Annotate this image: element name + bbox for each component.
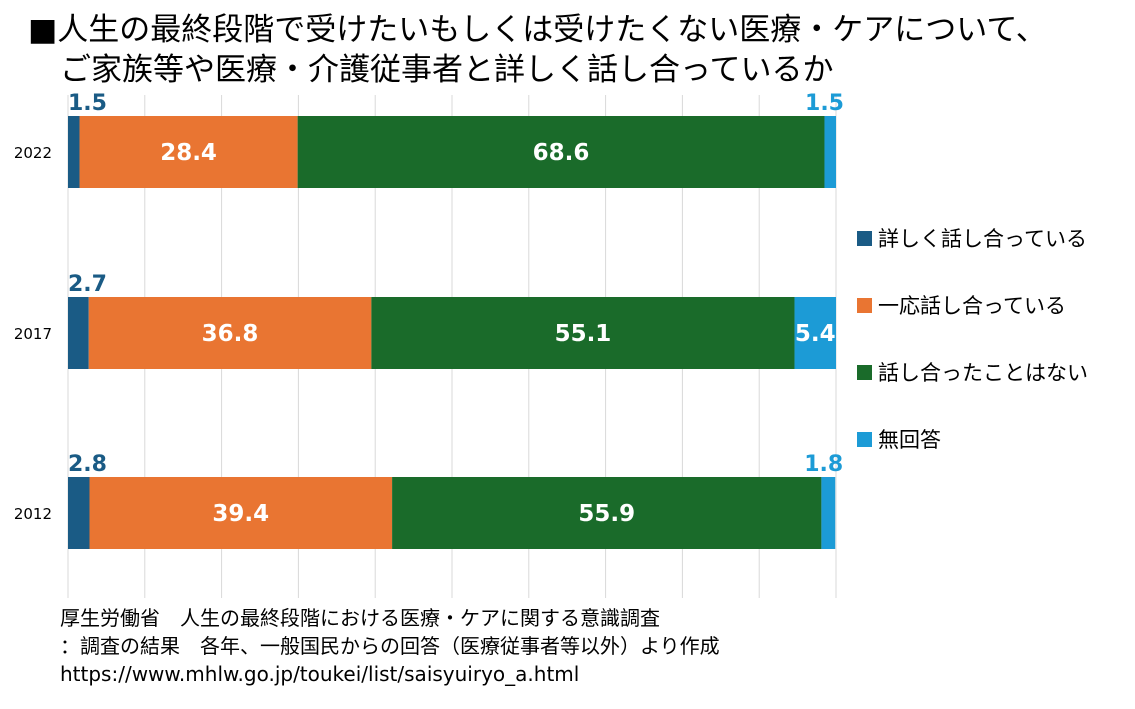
bar-segment [68, 297, 89, 369]
source-url: https://www.mhlw.go.jp/toukei/list/saisy… [60, 662, 580, 686]
bar-segment [794, 297, 836, 369]
legend-label-somewhat: 一応話し合っている [878, 294, 1066, 318]
data-label: 55.9 [578, 501, 635, 527]
source-line1: 厚生労働省 人生の最終段階における医療・ケアに関する意識調査 [60, 606, 660, 630]
data-label: 39.4 [212, 501, 269, 527]
bar-segment [68, 477, 90, 549]
legend-item-no-answer: 無回答 [857, 423, 1088, 455]
data-label: 2.8 [68, 452, 107, 477]
bar-segment [79, 116, 298, 188]
data-label: 2.7 [68, 272, 107, 297]
legend-label-detailed: 詳しく話し合っている [878, 227, 1087, 251]
data-label: 28.4 [160, 140, 217, 166]
bar-segment [821, 477, 836, 549]
bar-segment [68, 116, 80, 188]
data-label: 55.1 [555, 321, 612, 347]
bar-segment [88, 297, 372, 369]
legend-swatch-no-answer [857, 431, 872, 447]
legend-label-no-answer: 無回答 [878, 428, 941, 452]
data-label: 1.8 [804, 452, 843, 477]
legend-swatch-somewhat [857, 297, 872, 313]
category-label: 2012 [14, 505, 52, 523]
legend-label-never: 話し合ったことはない [878, 361, 1088, 385]
bar-segment [371, 297, 795, 369]
legend-swatch-never [857, 364, 872, 380]
legend-swatch-detailed [857, 230, 872, 246]
legend-item-never: 話し合ったことはない [857, 356, 1088, 388]
chart-title-line2: ご家族等や医療・介護従事者と詳しく話し合っているか [60, 52, 834, 88]
legend-item-somewhat: 一応話し合っている [857, 289, 1088, 321]
chart-title-line1: ■人生の最終段階で受けたいもしくは受けたくない医療・ケアについて、 [28, 12, 1047, 48]
category-label: 2017 [14, 325, 52, 343]
data-label: 1.5 [68, 91, 107, 116]
data-label: 5.4 [795, 321, 836, 347]
legend-item-detailed: 詳しく話し合っている [857, 222, 1088, 254]
bar-segment [392, 477, 822, 549]
category-label: 2022 [14, 144, 52, 162]
bar-segment [89, 477, 393, 549]
source-note: 厚生労働省 人生の最終段階における医療・ケアに関する意識調査 ：調査の結果 各年… [60, 604, 720, 688]
source-line2: ：調査の結果 各年、一般国民からの回答（医療従事者等以外）より作成 [60, 634, 720, 658]
data-label: 1.5 [805, 91, 844, 116]
data-label: 68.6 [533, 140, 590, 166]
chart-title: ■人生の最終段階で受けたいもしくは受けたくない医療・ケアについて、 ご家族等や医… [28, 10, 1047, 90]
bar-segment [824, 116, 836, 188]
data-label: 36.8 [202, 321, 259, 347]
bar-segment [297, 116, 825, 188]
legend: 詳しく話し合っている 一応話し合っている 話し合ったことはない 無回答 [857, 222, 1088, 490]
